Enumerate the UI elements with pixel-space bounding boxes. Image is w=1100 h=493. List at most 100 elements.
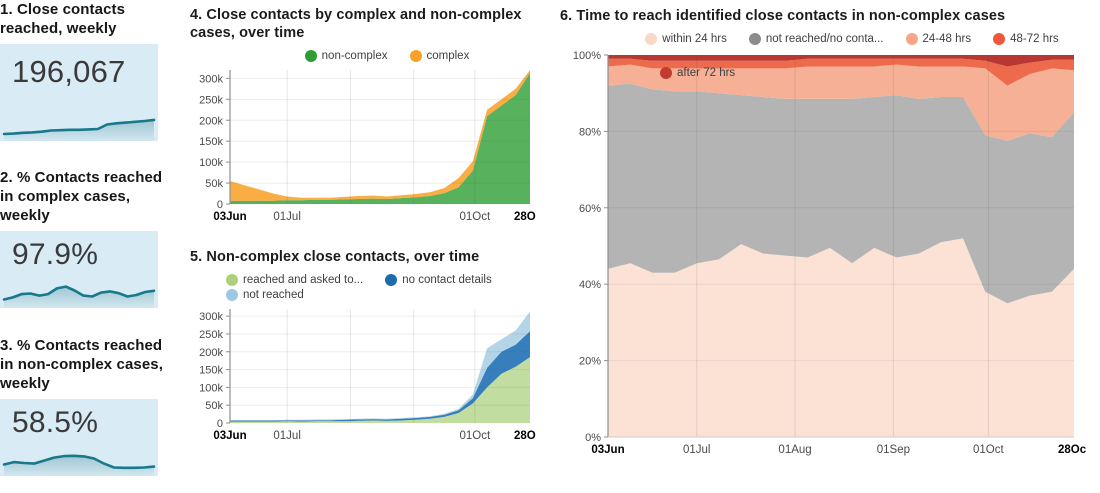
area-series-non-complex[interactable] — [230, 72, 530, 205]
area-series-24-48-hrs[interactable] — [608, 64, 1074, 141]
legend-row: within 24 hrs not reached/no conta... 24-4… — [560, 33, 1098, 45]
legend-label: within 24 hrs — [662, 33, 727, 45]
y-tick-label: 300k — [199, 73, 223, 85]
sparkline-line — [2, 285, 156, 301]
chart-title: 5. Non-complex close contacts, over time — [190, 249, 480, 265]
y-tick-label: 150k — [199, 136, 223, 148]
legend-item[interactable]: 48-72 hrs — [993, 33, 1059, 45]
legend-item[interactable]: 24-48 hrs — [905, 33, 972, 45]
legend-item[interactable]: non-complex — [304, 50, 388, 62]
legend-item[interactable]: reached and asked to... — [226, 274, 363, 286]
kpi-card: 196,067 — [0, 44, 158, 141]
sparkline-line — [2, 454, 156, 470]
area-series-within-24-hrs[interactable] — [608, 238, 1074, 437]
legend-item[interactable]: not reached — [226, 289, 304, 301]
y-tick-label: 0 — [217, 418, 223, 430]
legend-dot-icon — [226, 289, 238, 301]
legend-label: 24-48 hrs — [922, 33, 972, 45]
legend-item[interactable]: complex — [409, 50, 470, 62]
y-tick-label: 50k — [205, 400, 223, 412]
stacked-area-chart-time-to-reach[interactable]: 0% 20% 40% 60% 80% 100% 03Jun 01Jul 01Aug 01Sep 01… — [560, 49, 1086, 463]
y-tick-label: 0 — [217, 199, 223, 211]
x-tick-label: 03Jun — [591, 444, 624, 456]
kpi-card: 97.9% — [0, 231, 158, 308]
sparkline-area — [4, 286, 154, 308]
area-series-48-72-hrs[interactable] — [608, 58, 1074, 86]
y-tick-label: 60% — [579, 203, 601, 215]
legend-dot-icon — [385, 274, 398, 286]
legend-label: no contact details — [402, 274, 492, 286]
legend-label: reached and asked to... — [243, 274, 364, 286]
area-series-after-72-hrs[interactable] — [608, 55, 1074, 67]
chart-legend: reached and asked to... no contact detail… — [190, 274, 538, 301]
stacked-area-chart-complex-noncomplex[interactable]: 0 50k 100k 150k 200k 250k 300k 03Jun 01Jul 01Oct 2… — [190, 66, 536, 226]
kpi-title: 1. Close contacts reached, weekly — [0, 1, 126, 37]
area-series-not-reached-no-contact-details[interactable] — [608, 83, 1074, 304]
y-tick-label: 50k — [205, 178, 223, 190]
x-tick-label: 03Jun — [213, 430, 246, 442]
legend-dot-icon — [409, 50, 422, 62]
y-tick-label: 250k — [199, 329, 223, 341]
x-tick-label: 01Oct — [973, 444, 1004, 456]
x-tick-label: 01Jul — [273, 430, 301, 442]
stacked-area-chart-noncomplex[interactable]: 0 50k 100k 150k 200k 250k 300k 03Jun 01Jul 01Oct 2… — [190, 305, 536, 445]
y-tick-label: 100k — [199, 157, 223, 169]
legend-label: not reached/no conta... — [765, 33, 884, 45]
x-tick-label: 01Jul — [273, 211, 301, 223]
legend-dot-icon — [645, 33, 658, 45]
y-tick-label: 40% — [579, 279, 601, 291]
legend-item[interactable]: within 24 hrs — [645, 33, 727, 45]
time-to-reach-column: 6. Time to reach identified close contac… — [560, 7, 1098, 463]
legend-row: reached and asked to... no contact detail… — [190, 274, 538, 286]
y-tick-label: 300k — [199, 311, 223, 323]
chart-legend: non-complex complex — [190, 50, 538, 62]
kpi-sparkline — [2, 285, 156, 308]
kpi-close-contacts-reached: 1. Close contacts reached, weekly 196,06… — [0, 0, 164, 141]
middle-charts-column: 4. Close contacts by complex and non-com… — [190, 6, 538, 445]
legend-dot-icon — [905, 33, 918, 45]
y-tick-label: 80% — [579, 126, 601, 138]
legend-dot-icon — [660, 67, 672, 79]
y-tick-label: 200k — [199, 115, 223, 127]
kpi-title: 3. % Contacts reached in non-complex cas… — [0, 337, 163, 392]
kpi-sparkline — [2, 118, 156, 141]
area-series-reached-and-asked-to-[interactable] — [230, 357, 530, 423]
sparkline-line — [2, 118, 156, 136]
y-tick-label: 20% — [579, 356, 601, 368]
legend-row: not reached — [190, 289, 538, 301]
x-tick-label: 28Oct — [1058, 444, 1086, 456]
sparkline-area — [4, 455, 154, 476]
legend-label: not reached — [243, 289, 304, 301]
kpi-value: 97.9% — [12, 238, 99, 271]
legend-label: after 72 hrs — [677, 67, 736, 79]
y-tick-label: 150k — [199, 365, 223, 377]
kpi-card: 58.5% — [0, 399, 158, 476]
legend-dot-icon — [748, 33, 761, 45]
legend-dot-icon — [993, 33, 1006, 45]
chart-complex-noncomplex: 4. Close contacts by complex and non-com… — [190, 6, 538, 226]
kpi-value: 196,067 — [12, 54, 126, 89]
legend-dot-icon — [226, 274, 238, 286]
chart-title: 6. Time to reach identified close contac… — [560, 8, 1006, 24]
legend-label: non-complex — [321, 50, 388, 62]
legend-label: complex — [426, 50, 470, 62]
kpi-sparkline — [2, 454, 156, 476]
chart-noncomplex-contacts: 5. Non-complex close contacts, over time… — [190, 248, 538, 445]
y-tick-label: 250k — [199, 94, 223, 106]
legend-item-after-72hrs[interactable]: after 72 hrs — [660, 67, 735, 79]
y-tick-label: 0% — [585, 432, 601, 444]
legend-item[interactable]: not reached/no conta... — [748, 33, 884, 45]
kpi-title: 2. % Contacts reached in complex cases, … — [0, 169, 163, 224]
x-tick-label: 01Oct — [460, 430, 491, 442]
x-tick-label: 03Jun — [213, 211, 246, 223]
legend-item[interactable]: no contact details — [385, 274, 492, 286]
kpi-pct-reached-complex: 2. % Contacts reached in complex cases, … — [0, 168, 164, 308]
kpi-column: 1. Close contacts reached, weekly 196,06… — [0, 0, 164, 493]
legend-row: non-complex complex — [190, 50, 538, 62]
x-tick-label: 01Sep — [877, 444, 910, 456]
y-tick-label: 200k — [199, 347, 223, 359]
y-tick-label: 100k — [199, 382, 223, 394]
kpi-value: 58.5% — [12, 406, 99, 439]
chart-legend: within 24 hrs not reached/no conta... 24-4… — [560, 33, 1098, 45]
